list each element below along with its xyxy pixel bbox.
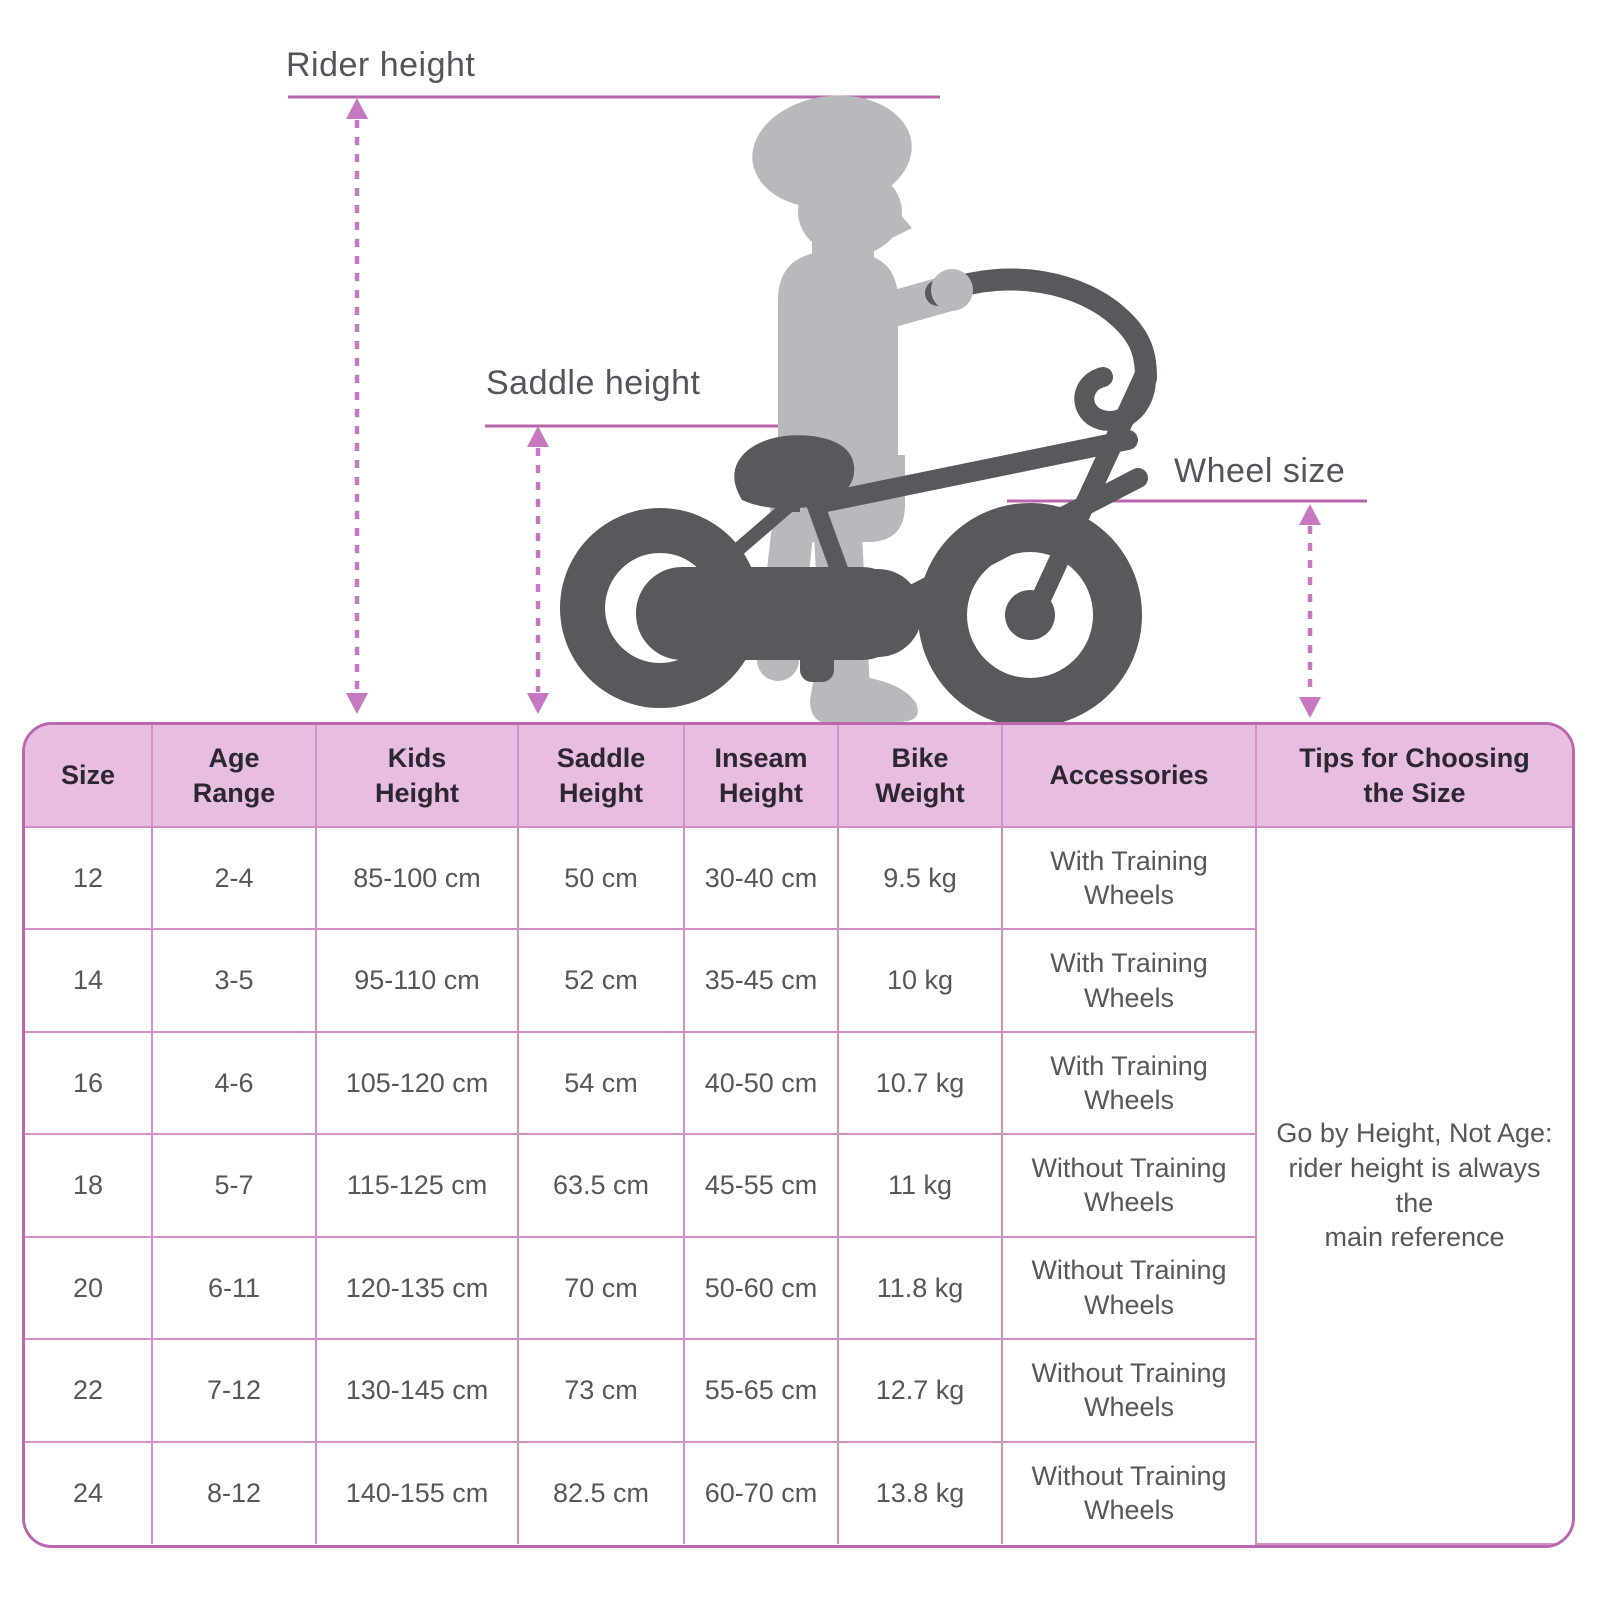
measure-arrows <box>346 98 1321 718</box>
table-row-size-16: 16 4-6 105-120 cm 54 cm 40-50 cm 10.7 kg With … <box>25 1030 1572 1136</box>
cell-accessories: Without Training Wheels <box>1001 1338 1256 1443</box>
cell-size: 18 <box>25 1133 153 1238</box>
table-body: 12 2-4 85-100 cm 50 cm 30-40 cm 9.5 kg With Tr… <box>25 825 1572 1545</box>
cell-accessories: Without Training Wheels <box>1001 1133 1256 1238</box>
cell-kids_height: 85-100 cm <box>315 825 519 931</box>
cell-size: 14 <box>25 928 153 1033</box>
header-accessories: Accessories <box>1001 725 1257 828</box>
cell-inseam_height: 35-45 cm <box>683 928 839 1033</box>
cell-size: 22 <box>25 1338 153 1443</box>
cell-inseam_height: 30-40 cm <box>683 825 839 931</box>
table-row-size-22: 22 7-12 130-145 cm 73 cm 55-65 cm 12.7 kg With… <box>25 1338 1572 1443</box>
cell-kids_height: 130-145 cm <box>315 1338 519 1443</box>
cell-inseam_height: 55-65 cm <box>683 1338 839 1443</box>
cell-bike_weight: 11 kg <box>837 1133 1003 1238</box>
cell-saddle_height: 82.5 cm <box>517 1440 685 1544</box>
wheel-size-arrow <box>1299 504 1321 718</box>
cell-accessories: With Training Wheels <box>1001 928 1256 1033</box>
header-age: Age Range <box>151 725 317 828</box>
cell-inseam_height: 60-70 cm <box>683 1440 839 1544</box>
cell-age: 6-11 <box>151 1235 317 1341</box>
cell-kids_height: 115-125 cm <box>315 1133 519 1238</box>
table-header-row: Size Age Range Kids Height Saddle Height Ins… <box>25 725 1572 828</box>
cell-size: 24 <box>25 1440 153 1544</box>
cell-kids_height: 105-120 cm <box>315 1030 519 1136</box>
wheel-size-label: Wheel size <box>1174 452 1346 490</box>
size-table-container: Size Age Range Kids Height Saddle Height Ins… <box>22 722 1575 1548</box>
cell-bike_weight: 13.8 kg <box>837 1440 1003 1544</box>
header-tips: Tips for Choosing the Size <box>1255 725 1572 828</box>
cell-age: 2-4 <box>151 825 317 931</box>
cell-tips: Go by Height, Not Age: rider height is a… <box>1255 826 1572 1545</box>
cell-bike_weight: 10.7 kg <box>837 1030 1003 1136</box>
rider-height-label: Rider height <box>286 46 476 84</box>
cell-kids_height: 120-135 cm <box>315 1235 519 1341</box>
cell-saddle_height: 54 cm <box>517 1030 685 1136</box>
cell-size: 12 <box>25 825 153 931</box>
table-row-size-14: 14 3-5 95-110 cm 52 cm 35-45 cm 10 kg With Tra… <box>25 928 1572 1033</box>
table-row-size-24: 24 8-12 140-155 cm 82.5 cm 60-70 cm 13.8 kg Wi… <box>25 1440 1572 1544</box>
cell-inseam_height: 40-50 cm <box>683 1030 839 1136</box>
cell-age: 5-7 <box>151 1133 317 1238</box>
header-kids_height: Kids Height <box>315 725 519 828</box>
rider-height-arrow <box>346 98 368 714</box>
cell-accessories: With Training Wheels <box>1001 1030 1256 1136</box>
cell-kids_height: 140-155 cm <box>315 1440 519 1544</box>
cell-bike_weight: 12.7 kg <box>837 1338 1003 1443</box>
cell-age: 7-12 <box>151 1338 317 1443</box>
cell-saddle_height: 63.5 cm <box>517 1133 685 1238</box>
table-header: Size Age Range Kids Height Saddle Height Ins… <box>25 725 1572 828</box>
cell-bike_weight: 9.5 kg <box>837 825 1003 931</box>
cell-age: 8-12 <box>151 1440 317 1544</box>
cell-inseam_height: 45-55 cm <box>683 1133 839 1238</box>
cell-accessories: Without Training Wheels <box>1001 1440 1256 1544</box>
header-inseam_height: Inseam Height <box>683 725 839 828</box>
table-row-size-12: 12 2-4 85-100 cm 50 cm 30-40 cm 9.5 kg With Tr… <box>25 825 1572 1545</box>
cell-size: 16 <box>25 1030 153 1136</box>
table-row-size-20: 20 6-11 120-135 cm 70 cm 50-60 cm 11.8 kg With… <box>25 1235 1572 1341</box>
cell-inseam_height: 50-60 cm <box>683 1235 839 1341</box>
cell-age: 3-5 <box>151 928 317 1033</box>
header-saddle_height: Saddle Height <box>517 725 685 828</box>
bike-silhouette-icon <box>560 268 1157 727</box>
child-hand <box>931 269 973 311</box>
bike-size-table: Size Age Range Kids Height Saddle Height Ins… <box>25 725 1572 1545</box>
cell-accessories: Without Training Wheels <box>1001 1235 1256 1341</box>
cell-saddle_height: 73 cm <box>517 1338 685 1443</box>
kid-and-bike-illustration <box>288 95 1367 727</box>
cell-accessories: With Training Wheels <box>1001 825 1257 931</box>
cell-bike_weight: 10 kg <box>837 928 1003 1033</box>
cell-saddle_height: 50 cm <box>517 825 685 931</box>
saddle-height-arrow <box>527 426 549 714</box>
header-bike_weight: Bike Weight <box>837 725 1003 828</box>
cell-age: 4-6 <box>151 1030 317 1136</box>
table-row-size-18: 18 5-7 115-125 cm 63.5 cm 45-55 cm 11 kg Witho… <box>25 1133 1572 1238</box>
saddle-height-label: Saddle height <box>486 364 701 402</box>
cell-bike_weight: 11.8 kg <box>837 1235 1003 1341</box>
cell-saddle_height: 52 cm <box>517 928 685 1033</box>
cell-kids_height: 95-110 cm <box>315 928 519 1033</box>
cell-size: 20 <box>25 1235 153 1341</box>
cell-saddle_height: 70 cm <box>517 1235 685 1341</box>
header-size: Size <box>25 725 153 828</box>
